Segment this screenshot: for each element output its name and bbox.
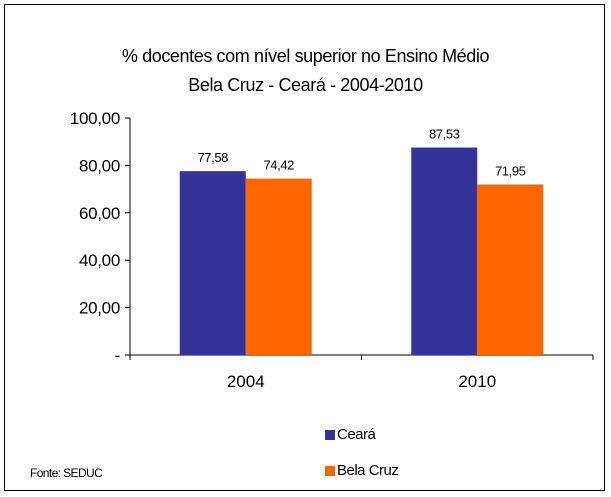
y-tick-label: 20,00 [79,299,120,318]
bar-data-label: 71,95 [495,163,526,178]
chart-title-line1: % docentes com nível superior no Ensino … [121,46,490,66]
legend-swatch-bela-cruz [325,466,335,476]
legend-item-bela-cruz: Bela Cruz [325,462,399,479]
legend-label-bela-cruz: Bela Cruz [337,462,399,479]
chart-title-line2: Bela Cruz - Ceará - 2004-2010 [188,75,423,95]
bar [411,147,478,355]
source-note: Fonte: SEDUC [30,466,103,480]
x-tick-label: 2004 [227,372,265,391]
legend-item-ceara: Ceará [325,426,376,443]
y-tick-label: - [115,346,120,365]
bar [477,184,544,355]
y-tick-label: 60,00 [79,204,120,223]
bar-data-label: 77,58 [197,150,228,165]
legend-swatch-ceara [325,430,335,440]
y-tick-label: 40,00 [79,251,120,270]
bar [179,171,246,355]
x-tick-label: 2010 [458,372,496,391]
y-tick-label: 80,00 [79,156,120,175]
bar-data-label: 74,42 [263,158,294,173]
legend-label-ceara: Ceará [337,426,376,443]
bar [245,178,312,355]
y-tick-label: 100,00 [70,109,120,128]
bar-data-label: 87,53 [429,127,460,142]
